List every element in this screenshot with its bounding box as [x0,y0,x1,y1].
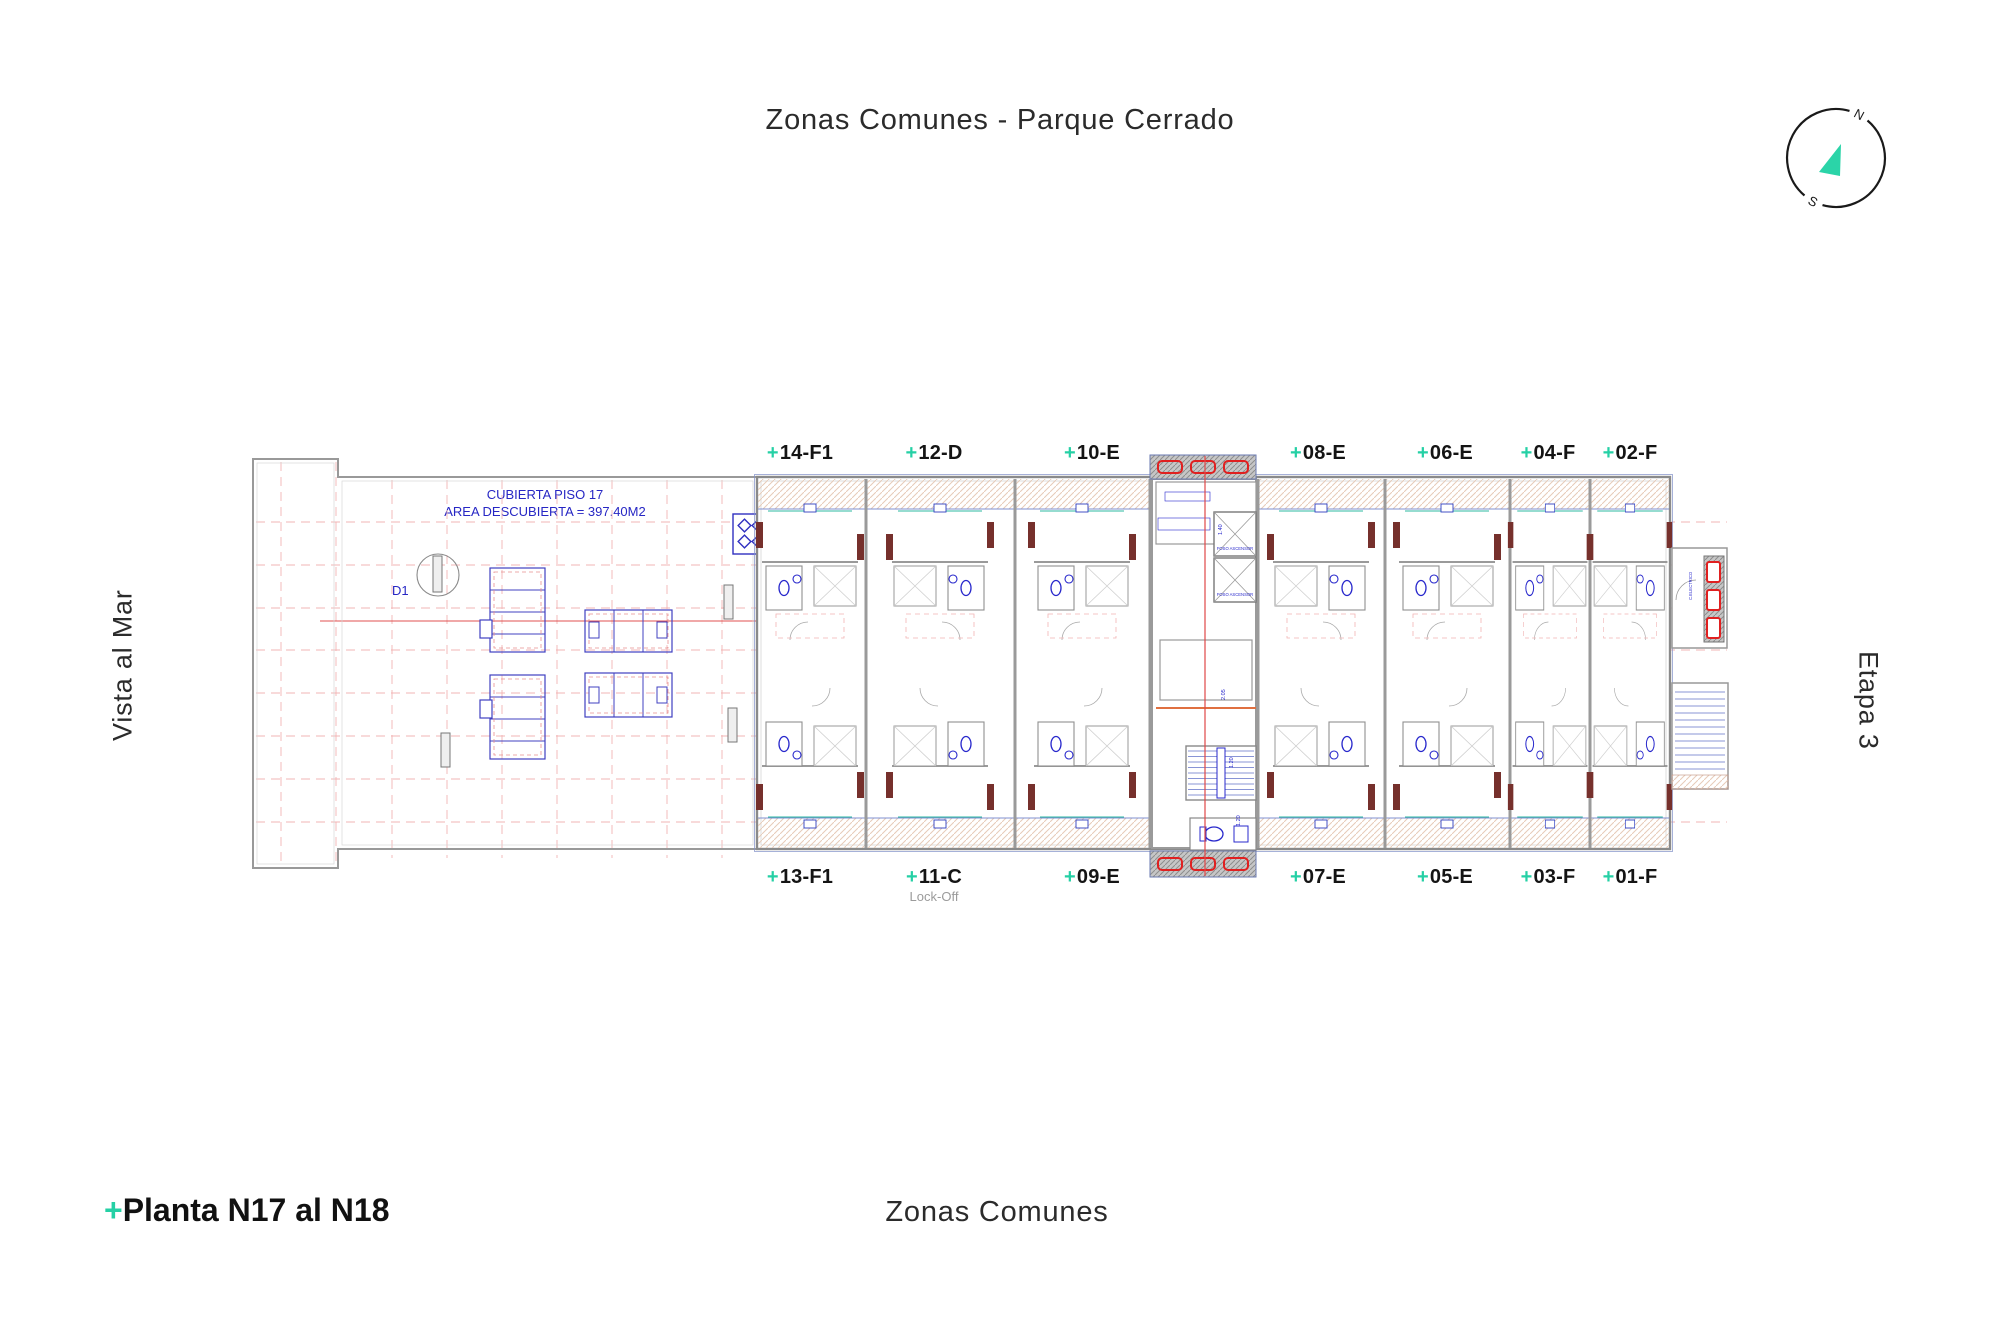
terrace-note-line1: CUBIERTA PISO 17 [486,487,604,502]
central-core: FOSO ASCENSOR FOSO ASCENSOR [1149,454,1257,878]
unit-label-05-E: +05-E [1417,866,1473,888]
unit-label-06-E: +06-E [1417,442,1473,464]
dim-text-2: 2.05 [1221,689,1227,700]
unit-label-02-F: +02-F [1602,442,1658,464]
plus-accent: + [1417,442,1429,464]
dim-text-3: 1.20 [1229,757,1235,768]
unit-label-14-F1: +14-F1 [766,442,834,464]
lockoff-note: Lock-Off [909,889,959,904]
plus-accent: + [1520,866,1533,888]
elevator-shaft-label-2: FOSO ASCENSOR [1217,592,1253,597]
unit-label-08-E: +08-E [1290,442,1346,464]
plus-accent: + [104,1192,123,1228]
right-annex-electrical: C.ELECTRICO [1671,547,1728,649]
right-annex-stair [1671,682,1729,790]
core-stair [1185,745,1257,801]
plus-accent: + [905,442,918,464]
elevator-shaft-label-1: FOSO ASCENSOR [1217,546,1253,551]
terrace-lounge-furniture [479,567,546,760]
unit-label-07-E: +07-E [1290,866,1346,888]
unit-label-11-C: +11-C [906,866,962,888]
plus-accent: + [1417,866,1429,888]
unit-label-04-F: +04-F [1520,442,1576,464]
unit-label-13-F1: +13-F1 [766,866,834,888]
dim-text-4: 1.20 [1236,815,1242,826]
compass-south-label: S [1806,193,1821,210]
page-title: Zonas Comunes - Parque Cerrado [765,104,1235,136]
plus-accent: + [766,442,779,464]
compass: N S [1786,106,1886,210]
detail-d1-label: D1 [392,583,409,598]
dim-text-1: 1.40 [1218,524,1224,535]
plus-accent: + [1602,442,1615,464]
unit-label-01-F: +01-F [1602,866,1658,888]
electrical-room-label: C.ELECTRICO [1688,571,1693,600]
plus-accent: + [1064,866,1076,888]
plus-accent: + [1520,442,1533,464]
terrace-columns [440,584,738,768]
terrace-note-line2: AREA DESCUBIERTA = 397.40M2 [444,504,646,519]
ac-units-top [1157,460,1249,474]
plus-accent: + [1290,442,1302,464]
compass-north-label: N [1851,106,1866,124]
unit-label-10-E: +10-E [1064,442,1120,464]
terrace-area-note: CUBIERTA PISO 17 AREA DESCUBIERTA = 397.… [420,486,670,520]
sheet-center-label: Zonas Comunes [885,1196,1109,1228]
terrace-table-furniture [584,609,673,718]
ac-units-bottom [1157,857,1249,871]
plus-accent: + [766,866,779,888]
plus-accent: + [1290,866,1302,888]
plus-accent: + [906,866,918,888]
core-room [1159,639,1253,701]
unit-label-12-D: +12-D [905,442,963,464]
terrace-detail-bubble [416,553,460,597]
unit-label-03-F: +03-F [1520,866,1576,888]
terrace-outline [252,458,758,869]
sheet-plan-title: +Planta N17 al N18 [104,1192,390,1228]
elevator-shaft-crosses [1213,511,1257,603]
phase-label: Etapa 3 [1853,650,1884,750]
compass-needle [1819,144,1841,176]
unit-label-09-E: +09-E [1064,866,1120,888]
plus-accent: + [1602,866,1615,888]
core-bathroom [1189,817,1257,851]
plus-accent: + [1064,442,1076,464]
